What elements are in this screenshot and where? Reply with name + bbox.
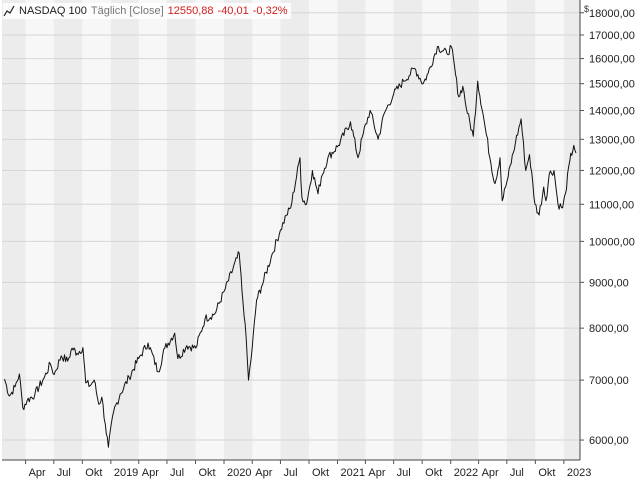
y-tick-label: 11000,00 — [589, 199, 634, 211]
quarter-band — [450, 0, 479, 460]
x-tick-label: Apr — [255, 467, 272, 479]
series-layer — [4, 45, 577, 448]
quarter-band — [53, 0, 83, 460]
y-tick-label: 14000,00 — [589, 106, 635, 118]
x-tick-label: Jul — [57, 467, 71, 479]
x-tick-label: Okt — [425, 467, 442, 479]
quarter-band — [393, 0, 423, 460]
x-tick-label: Jul — [170, 467, 184, 479]
x-tick-label: Apr — [29, 467, 46, 479]
y-tick-label: 7000,00 — [589, 375, 629, 387]
y-tick-label: 6000,00 — [589, 435, 629, 447]
y-tick-label: 10000,00 — [589, 236, 635, 248]
x-axis-ticks: Apr Jul Okt 2019 Apr Jul Okt 2020 Apr Jul Okt 2021 A… — [25, 460, 591, 479]
last-price: 12550,88 — [167, 5, 214, 17]
x-tick-label: 2021 — [341, 467, 365, 479]
currency-unit: $ — [584, 4, 590, 14]
x-tick-label: Okt — [198, 467, 215, 479]
x-tick-label: Okt — [538, 467, 555, 479]
y-tick-label: 12000,00 — [589, 165, 635, 177]
x-tick-label: Okt — [312, 467, 329, 479]
x-tick-label: Okt — [85, 467, 102, 479]
y-tick-label: 16000,00 — [589, 54, 635, 66]
quarter-band — [2, 0, 26, 460]
quarter-band — [280, 0, 309, 460]
quarter-band — [110, 0, 139, 460]
instrument-name[interactable]: NASDAQ 100 — [19, 5, 87, 17]
quarter-band — [506, 0, 536, 460]
chart-mode[interactable]: Täglich [Close] — [90, 5, 164, 17]
y-tick-label: 13000,00 — [589, 134, 635, 146]
instrument-header: NASDAQ 100 Täglich [Close] 12550,88 -40,… — [3, 3, 291, 19]
x-tick-label: Jul — [510, 467, 524, 479]
x-tick-label: Jul — [283, 467, 297, 479]
quarter-band — [224, 0, 253, 460]
quarter-band — [563, 0, 580, 460]
time-bands — [2, 0, 580, 460]
x-tick-label: 2023 — [567, 467, 591, 479]
y-tick-label: 18000,00 — [589, 8, 635, 20]
quarter-band — [337, 0, 366, 460]
y-tick-label: 9000,00 — [589, 277, 629, 289]
x-tick-label: 2020 — [227, 467, 251, 479]
price-change: -40,01 — [217, 5, 249, 17]
quarter-band — [166, 0, 196, 460]
x-tick-label: Apr — [482, 467, 499, 479]
axes-layer — [2, 0, 581, 461]
y-tick-label: 17000,00 — [589, 30, 635, 42]
price-change-percent: -0,32% — [252, 5, 288, 17]
y-tick-label: 8000,00 — [589, 323, 629, 335]
y-tick-label: 15000,00 — [589, 79, 635, 91]
x-tick-label: Jul — [397, 467, 411, 479]
line-chart-icon[interactable] — [3, 5, 15, 17]
x-tick-label: 2022 — [454, 467, 478, 479]
y-axis-ticks: 6000,00 7000,00 8000,00 9000,00 10000,00 1100… — [580, 8, 635, 447]
x-tick-label: 2019 — [114, 467, 138, 479]
price-line — [4, 45, 577, 448]
x-tick-label: Apr — [142, 467, 159, 479]
x-tick-label: Apr — [368, 467, 385, 479]
